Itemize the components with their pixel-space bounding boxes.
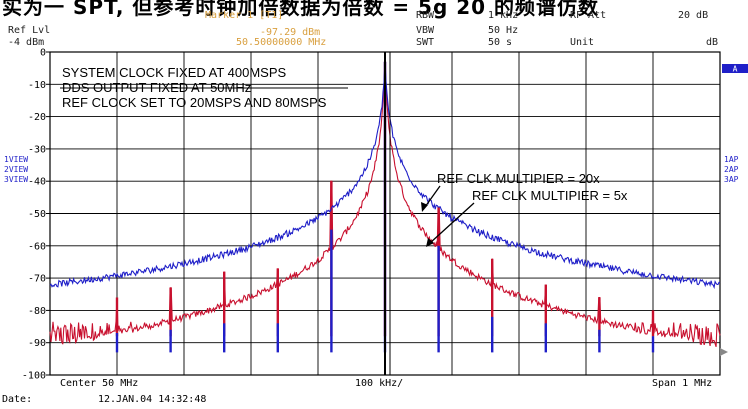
rf-att-label: RF Att (570, 10, 607, 21)
arrow-line-20x (424, 185, 441, 208)
arrow-line-5x (429, 202, 475, 244)
right-legend-item: 1AP (724, 155, 739, 164)
sweep-time-label: SWT (416, 37, 435, 48)
annotation-ref-clock: REF CLOCK SET TO 20MSPS AND 80MSPS (62, 95, 327, 110)
y-tick-label: -100 (22, 371, 46, 382)
y-tick-label: -40 (28, 177, 46, 188)
rbw-label: RBW (416, 10, 435, 21)
cropped-caption-text: 实为一 SPT, 但参考时钟加倍数据为倍数 = 5g 20 的频谱仿数 (2, 0, 600, 19)
marker-frequency: 50.50000000 MHz (236, 37, 327, 48)
division-label: 100 kHz/ (355, 378, 404, 389)
unit-value: dB (706, 37, 719, 48)
annotation-mult-20x: REF CLK MULTIPIER = 20x (437, 171, 600, 186)
y-axis-ticks: 0 -10 -20 -30 -40 -50 -60 -70 -80 -90 -100 (22, 48, 50, 382)
y-tick-label: -30 (28, 144, 46, 155)
marker-a-box (722, 64, 748, 73)
left-legend-item: 2VIEW (4, 165, 28, 174)
ref-level-value: -4 dBm (8, 37, 45, 48)
marker-a-letter: A (733, 65, 738, 74)
y-tick-label: -10 (28, 80, 46, 91)
y-tick-label: -60 (28, 241, 46, 252)
annotation-system-clock: SYSTEM CLOCK FIXED AT 400MSPS (62, 65, 287, 80)
marker-label: Marker 1 [T1] (205, 10, 284, 21)
right-edge-marker (720, 348, 728, 356)
right-legend-item: 3AP (724, 175, 739, 184)
arrow-head-5x (426, 238, 434, 247)
arrow-head-20x (421, 202, 428, 212)
y-tick-label: -50 (28, 209, 46, 220)
left-legend-item: 3VIEW (4, 175, 28, 184)
date-value: 12.JAN.04 14:32:48 (98, 394, 207, 405)
y-tick-label: 0 (40, 48, 46, 59)
center-frequency-label: Center 50 MHz (60, 378, 139, 389)
unit-label: Unit (570, 37, 595, 48)
right-legend-item: 2AP (724, 165, 739, 174)
left-legend-item: 1VIEW (4, 155, 28, 164)
y-tick-label: -20 (28, 112, 46, 123)
date-label: Date: (2, 394, 33, 405)
y-tick-label: -80 (28, 306, 46, 317)
vbw-value: 50 Hz (488, 25, 519, 36)
sweep-time-value: 50 s (488, 37, 513, 48)
annotation-mult-5x: REF CLK MULTIPIER = 5x (472, 188, 628, 203)
rf-att-value: 20 dB (678, 10, 709, 21)
span-label: Span 1 MHz (652, 378, 713, 389)
y-tick-label: -70 (28, 274, 46, 285)
vbw-label: VBW (416, 25, 435, 36)
y-tick-label: -90 (28, 338, 46, 349)
marker-level: -97.29 dBm (260, 27, 321, 38)
rbw-value: 1 kHz (488, 10, 519, 21)
ref-level-label: Ref Lvl (8, 25, 51, 36)
cropped-caption: 实为一 SPT, 但参考时钟加倍数据为倍数 = 5g 20 的频谱仿数 (0, 0, 748, 20)
